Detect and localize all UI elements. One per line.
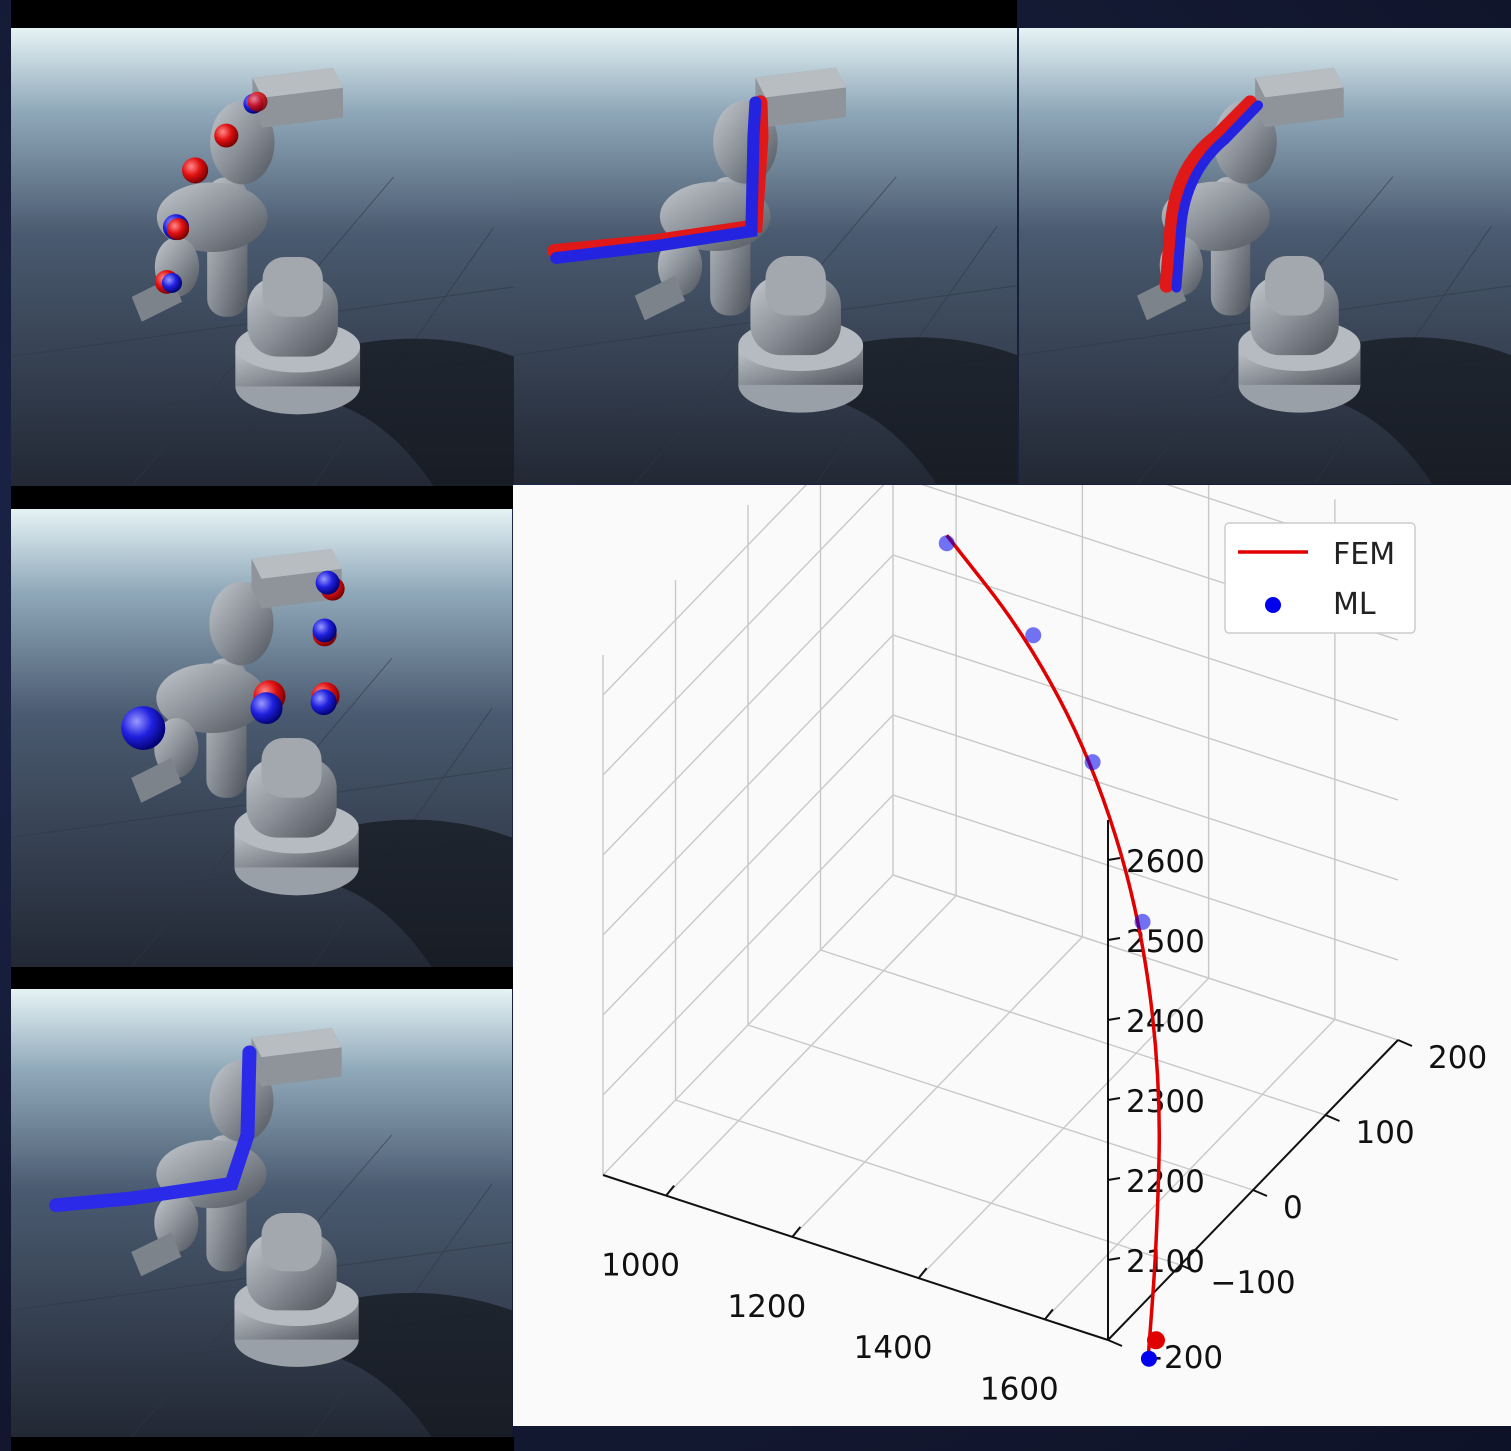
z-tick-label: 2300 — [1126, 1084, 1205, 1120]
robot-render-spheres-1 — [11, 28, 514, 486]
y-tick-label: 100 — [1356, 1115, 1415, 1151]
z-tick-label: 2100 — [1126, 1244, 1205, 1280]
y-tick-label: 0 — [1283, 1190, 1303, 1226]
robot-render-tube-1 — [514, 28, 1017, 484]
z-tick-label: 2600 — [1126, 844, 1205, 880]
legend: FEM ML — [1225, 523, 1415, 633]
legend-ml-swatch — [1265, 597, 1281, 613]
z-tick-label: 2200 — [1126, 1164, 1205, 1200]
grid-line — [893, 635, 1398, 800]
legend-label-ml: ML — [1333, 587, 1376, 622]
grid-line — [821, 950, 1326, 1115]
bottom-black-bar — [11, 1437, 514, 1451]
ml-point — [1141, 1351, 1157, 1367]
grid-line — [676, 1100, 1181, 1265]
x-tick-label: 1400 — [854, 1330, 933, 1366]
x-tick-label: 1000 — [601, 1248, 680, 1284]
robot-render-tube-2 — [1019, 28, 1511, 484]
chart-canvas: 10001200140016002001000−100−200260025002… — [513, 485, 1511, 1426]
separator-bar-2 — [11, 967, 514, 989]
chart-3d-trajectory: 1000 1200 1400 1600 200 100 0 −100 −200 2600 2500 2… — [513, 485, 1511, 1426]
y-tick-label: 200 — [1428, 1040, 1487, 1076]
legend-label-fem: FEM — [1333, 537, 1395, 572]
robot-render-tube-3 — [11, 989, 512, 1437]
y-tick-label: −100 — [1211, 1265, 1296, 1301]
ml-point — [1025, 627, 1041, 643]
fem-end-point — [1147, 1331, 1165, 1349]
z-tick-label: 2400 — [1126, 1004, 1205, 1040]
x-tick-label: 1200 — [727, 1289, 806, 1325]
top-black-bar — [11, 0, 1017, 28]
ml-point — [1135, 914, 1151, 930]
ml-point — [1085, 754, 1101, 770]
robot-render-spheres-2 — [11, 509, 512, 967]
separator-bar-1 — [11, 486, 514, 509]
x-tick-label: 1600 — [980, 1371, 1059, 1407]
ml-point — [939, 535, 955, 551]
